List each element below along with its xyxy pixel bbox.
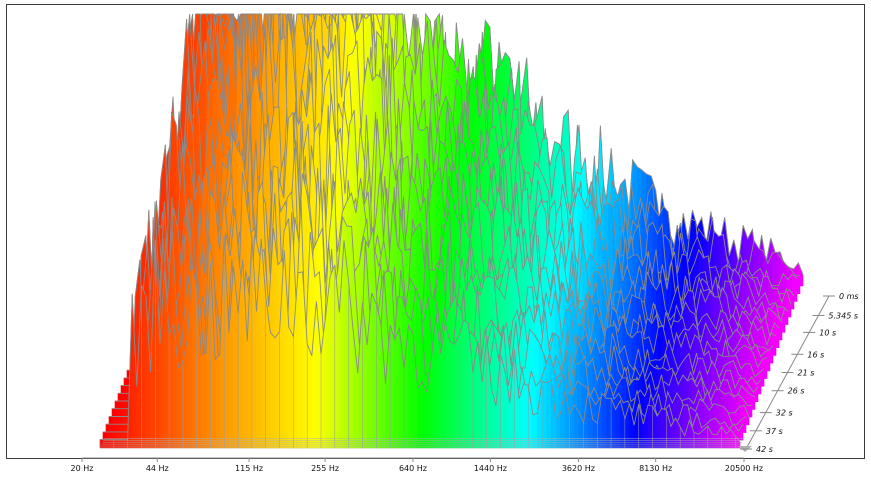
frequency-tick-label: 640 Hz [399,464,427,473]
spectrum-segment [329,264,336,449]
spectrum-contour [100,235,741,443]
time-axis: 0 ms 5.345 s 10 s 16 s 21 s 26 s 32 s 37 s 42 s [738,292,859,454]
spectrum-segment [555,412,561,449]
frequency-axis: 20 Hz 44 Hz 115 Hz 255 Hz 640 Hz 1440 Hz 3620 … [71,457,763,473]
spectrum-segment [444,323,451,449]
frequency-tick-label: 1440 Hz [474,464,507,473]
spectrum-segment [111,431,118,441]
spectrum-segment [122,416,128,426]
spectrum-segment [117,416,124,426]
frequency-tick-label: 20500 Hz [725,464,763,473]
spectrum-segment [375,303,382,449]
time-tick-label: 0 ms [839,292,859,301]
spectrum-segment [274,330,280,449]
time-tick-label: 5.345 s [828,311,858,320]
time-tick-label: 42 s [756,445,773,454]
spectrum-segment [108,439,115,449]
spectrum-segment [306,343,313,449]
spectrum-segment [114,400,120,410]
spectrum-segment [119,400,125,410]
spectrum-segment [191,264,197,449]
spectrum-segment [394,328,400,449]
spectrum-contour [109,172,750,418]
waterfall-slices [99,12,804,449]
spectrum-segment [104,439,110,449]
frequency-tick-label: 8130 Hz [639,464,672,473]
spectrum-segment [111,408,117,418]
spectrum-segment [118,439,124,449]
time-tick-label: 26 s [788,387,805,396]
spectrum-segment [120,408,127,418]
spectrum-segment [601,392,607,449]
spectrum-segment [592,418,598,449]
spectrum-segment [270,331,276,449]
time-tick-label: 16 s [807,350,824,359]
spectrum-segment [606,397,612,449]
spectrum-segment [116,431,122,441]
spectrum-segment [141,285,147,449]
spectrum-segment [122,392,128,403]
spectrum-segment [201,352,207,449]
spectrum-segment [108,416,114,426]
spectrum-segment [408,324,414,449]
spectrum-segment [114,423,121,433]
spectrum-segment [532,413,538,449]
spectrum-segment [647,404,653,449]
spectrum-segment [99,439,105,449]
spectrum-segment [102,431,108,441]
spectrum-segment [113,439,119,449]
frequency-tick-label: 115 Hz [235,464,263,473]
floor-grid [100,438,744,449]
frequency-tick-label: 3620 Hz [562,464,595,473]
spectrum-segment [121,431,127,441]
spectrum-segment [288,326,294,449]
spectrum-segment [541,381,547,449]
time-tick-label: 21 s [798,369,815,378]
time-tick-label: 32 s [776,409,793,418]
time-tick-label: 37 s [766,427,783,436]
spectrum-segment [116,408,122,418]
spectrum-segment [178,360,184,449]
spectrum-segment [214,353,220,449]
frequency-tick-label: 44 Hz [146,464,169,473]
spectrum-segment [546,379,552,449]
spectrum-segment [122,439,128,449]
spectrum-segment [117,392,123,403]
spectrum-segment [110,423,116,433]
spectrum-segment [123,400,130,410]
spectrum-segment [297,271,303,449]
spectrum-contour [136,13,777,348]
spectrum-segment [168,323,174,449]
spectrum-contour [103,198,744,433]
time-tick-label: 10 s [819,328,836,337]
spectrum-segment [113,416,119,426]
spectrum-segment [454,335,460,449]
spectrum-segment [463,319,469,449]
spectrum-segment [458,319,465,449]
spectrum-segment [119,423,125,433]
spectrum-segment [120,385,126,395]
spectrum-segment [107,431,113,441]
spectrum-segment [371,292,377,449]
spectrum-segment [389,324,396,449]
spectrum-segment [123,377,129,387]
spectrum-segment [105,423,111,433]
frequency-tick-label: 20 Hz [71,464,94,473]
spectrum-segment [449,340,455,449]
frequency-tick-label: 255 Hz [311,464,339,473]
